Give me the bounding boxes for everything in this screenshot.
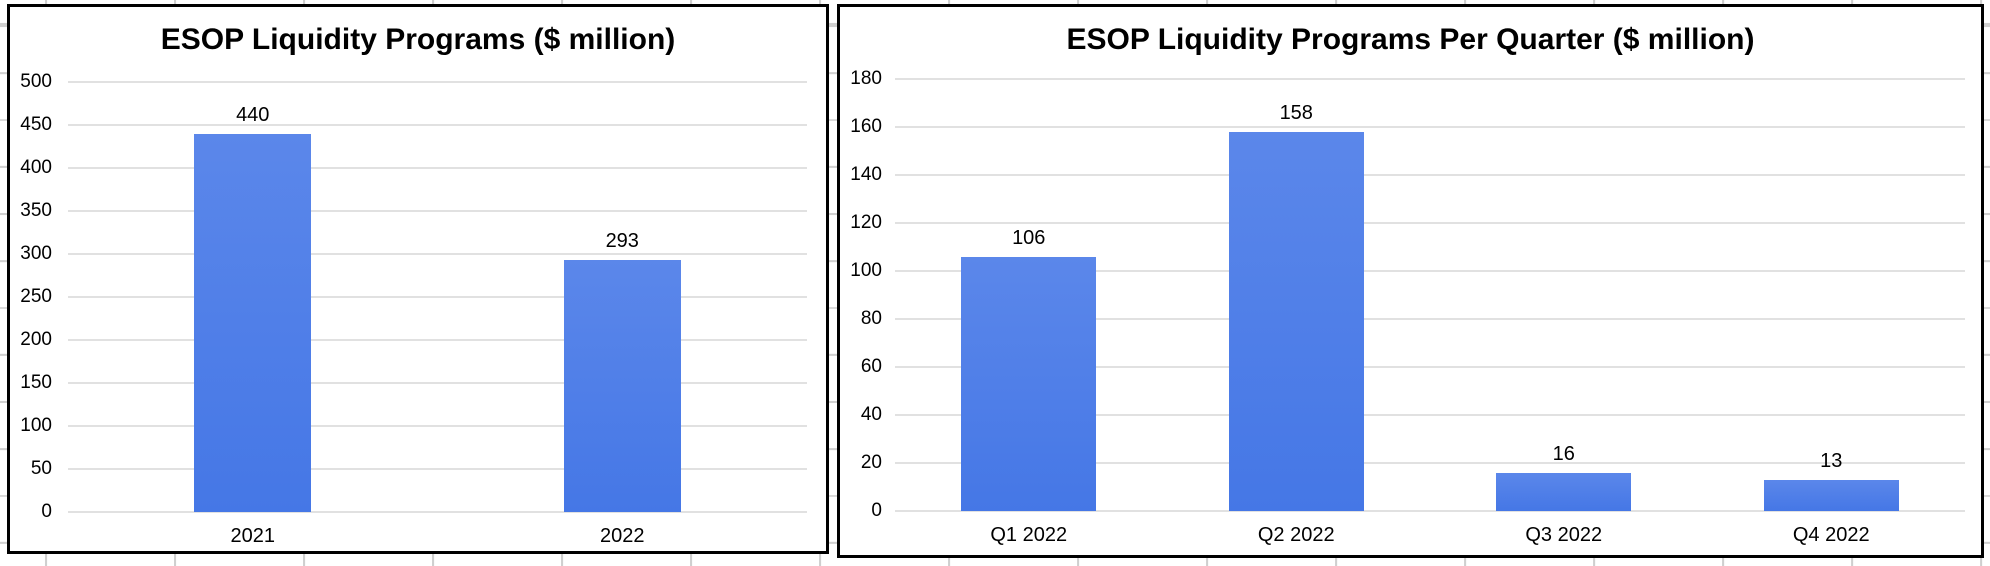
y-gridline [68, 81, 807, 83]
bar-q2-2022[interactable] [1228, 131, 1364, 511]
y-gridline [895, 462, 1965, 464]
chart-title: ESOP Liquidity Programs Per Quarter ($ m… [1066, 23, 1755, 56]
x-axis-label: Q2 2022 [1257, 524, 1335, 546]
bar-q4-2022[interactable] [1763, 479, 1899, 511]
y-gridline [68, 511, 807, 513]
bar-value-label: 16 [1552, 442, 1575, 465]
y-tick-label: 120 [850, 212, 882, 233]
bar-2022[interactable] [563, 260, 681, 512]
chart-title: ESOP Liquidity Programs ($ million) [160, 23, 676, 56]
x-axis-label: Q3 2022 [1525, 524, 1603, 546]
y-gridline [68, 167, 807, 169]
bar-value-label: 13 [1820, 449, 1843, 472]
y-gridline [68, 296, 807, 298]
y-tick-label: 20 [860, 452, 882, 473]
bar-value-label: 440 [236, 103, 270, 126]
y-gridline [895, 270, 1965, 272]
y-gridline [68, 425, 807, 427]
y-gridline [895, 174, 1965, 176]
y-gridline [895, 126, 1965, 128]
bar-q1-2022[interactable] [961, 256, 1097, 511]
y-tick-label: 140 [850, 164, 882, 185]
x-axis-label: Q4 2022 [1792, 524, 1870, 546]
y-tick-label: 40 [860, 404, 882, 425]
y-tick-label: 160 [850, 116, 882, 137]
y-tick-label: 200 [20, 329, 52, 350]
y-tick-label: 300 [20, 243, 52, 264]
y-tick-label: 100 [20, 415, 52, 436]
x-axis-label: 2022 [600, 525, 645, 547]
chart-esop-liquidity-quarterly[interactable]: ESOP Liquidity Programs Per Quarter ($ m… [837, 4, 1984, 558]
y-gridline [68, 210, 807, 212]
y-tick-label: 50 [30, 458, 52, 479]
y-tick-label: 250 [20, 286, 52, 307]
y-gridline [895, 318, 1965, 320]
x-axis-label: 2021 [230, 525, 276, 547]
y-gridline [895, 366, 1965, 368]
y-gridline [895, 78, 1965, 80]
bar-2021[interactable] [194, 133, 312, 512]
y-gridline [68, 339, 807, 341]
y-tick-label: 350 [20, 200, 52, 221]
y-tick-label: 60 [860, 356, 882, 377]
bar-q3-2022[interactable] [1496, 472, 1632, 511]
y-tick-label: 500 [20, 71, 52, 92]
bar-value-label: 106 [1012, 226, 1046, 249]
y-gridline [68, 253, 807, 255]
y-gridline [68, 468, 807, 470]
bar-value-label: 158 [1279, 101, 1313, 124]
y-gridline [68, 382, 807, 384]
y-tick-label: 0 [871, 500, 882, 521]
y-tick-label: 80 [860, 308, 882, 329]
y-gridline [895, 510, 1965, 512]
y-tick-label: 450 [20, 114, 52, 135]
y-tick-label: 400 [20, 157, 52, 178]
y-tick-label: 0 [41, 501, 52, 522]
y-tick-label: 180 [850, 68, 882, 89]
y-tick-label: 150 [20, 372, 52, 393]
x-axis-label: Q1 2022 [990, 524, 1068, 546]
chart-esop-liquidity-annual[interactable]: ESOP Liquidity Programs ($ million) 0 50 1… [7, 4, 829, 554]
y-gridline [895, 222, 1965, 224]
bar-value-label: 293 [605, 230, 639, 253]
y-tick-label: 100 [850, 260, 882, 281]
y-gridline [895, 414, 1965, 416]
y-gridline [68, 124, 807, 126]
